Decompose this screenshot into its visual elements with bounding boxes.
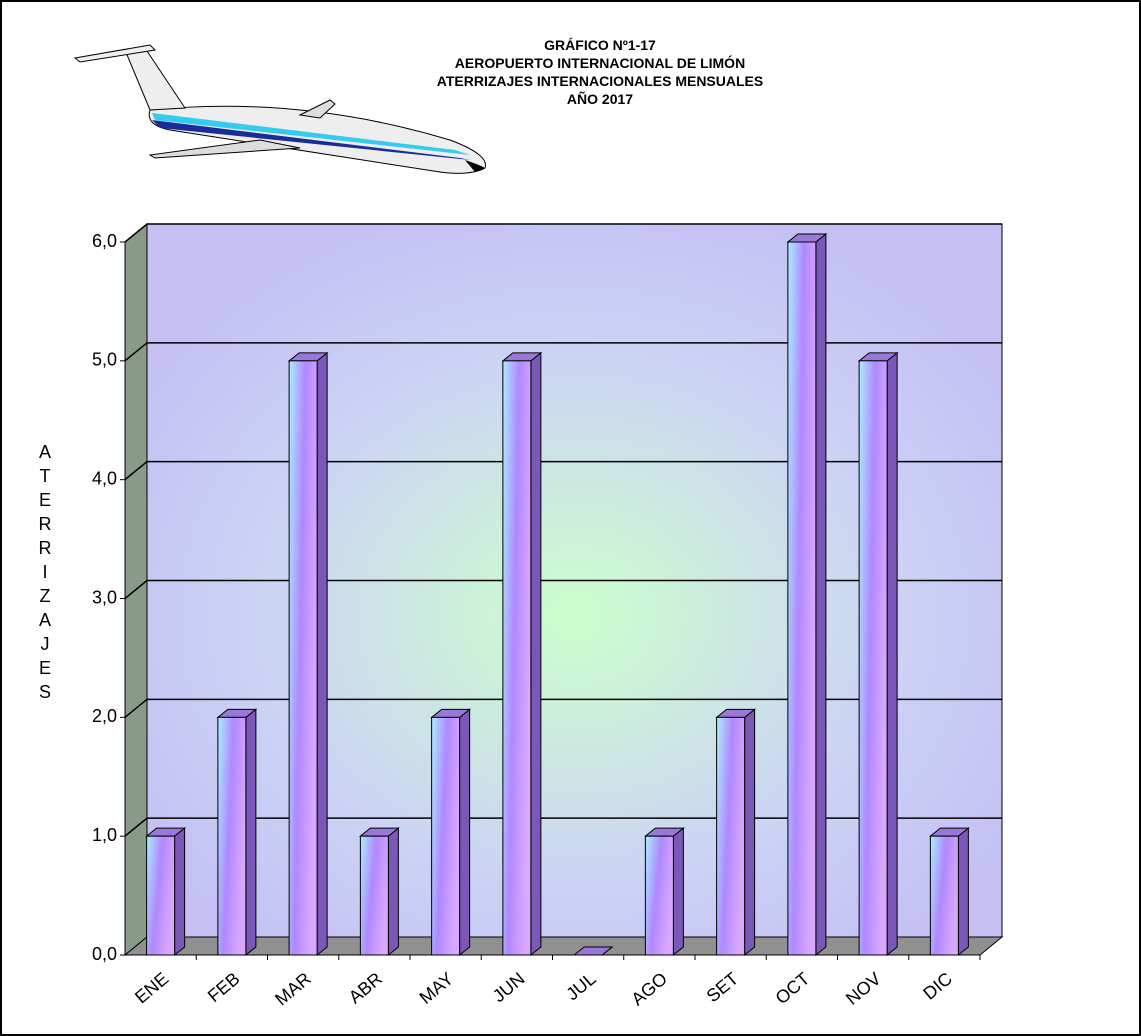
grid-line [124, 698, 1002, 718]
y-tick-label: 1,0 [92, 825, 117, 845]
bar [644, 835, 674, 956]
title-line: GRÁFICO Nº1-17 [544, 37, 656, 53]
y-tick-label: 3,0 [92, 587, 117, 607]
bar-side [957, 827, 969, 957]
bar [716, 716, 746, 956]
title-line: ATERRIZAJES INTERNACIONALES MENSUALES [437, 73, 763, 89]
bar [217, 716, 247, 956]
x-tick-label: JUL [562, 968, 599, 1004]
bar-side [245, 708, 257, 957]
bar-side [316, 351, 328, 957]
bar-side [530, 351, 542, 957]
y-axis-label: ATERRIZAJES [35, 442, 55, 706]
y-tick-label: 6,0 [92, 231, 117, 251]
x-tick-label: JUN [489, 968, 529, 1006]
bar [146, 835, 176, 956]
bar-top [572, 946, 614, 956]
x-tick-label: OCT [772, 968, 814, 1008]
x-tick-label: MAR [271, 968, 314, 1009]
bar-side [886, 351, 898, 957]
grid-line [124, 460, 1002, 481]
bar-side [815, 232, 827, 957]
x-tick-label: SET [703, 968, 743, 1006]
title-line: AEROPUERTO INTERNACIONAL DE LIMÓN [455, 54, 745, 71]
y-tick-label: 4,0 [92, 468, 117, 488]
airplane [73, 44, 487, 174]
title-line: AÑO 2017 [567, 90, 633, 107]
bar-side [744, 708, 756, 957]
bar [787, 241, 817, 956]
x-tick-label: MAY [416, 968, 458, 1008]
bar-side [387, 827, 399, 957]
grid-line [124, 223, 1002, 243]
bar [502, 360, 532, 956]
x-tick-label: NOV [842, 968, 885, 1008]
y-tick-label: 2,0 [92, 706, 117, 726]
y-tick-label: 0,0 [92, 944, 117, 964]
x-tick-label: FEB [204, 968, 244, 1006]
bar-side [174, 827, 186, 957]
bar [929, 835, 959, 956]
grid-line [124, 579, 1002, 600]
x-tick-label: AGO [627, 968, 671, 1009]
bar-side [459, 708, 471, 957]
x-tick-label: ABR [345, 968, 386, 1007]
y-tick-label: 5,0 [92, 350, 117, 370]
x-tick-label: ENE [131, 968, 172, 1007]
grid-line [124, 342, 1002, 362]
x-tick-label: DIC [919, 968, 956, 1003]
bar [431, 716, 461, 956]
bar [359, 835, 389, 956]
bar-side [672, 827, 684, 957]
bar [858, 360, 888, 956]
bar [288, 360, 318, 956]
